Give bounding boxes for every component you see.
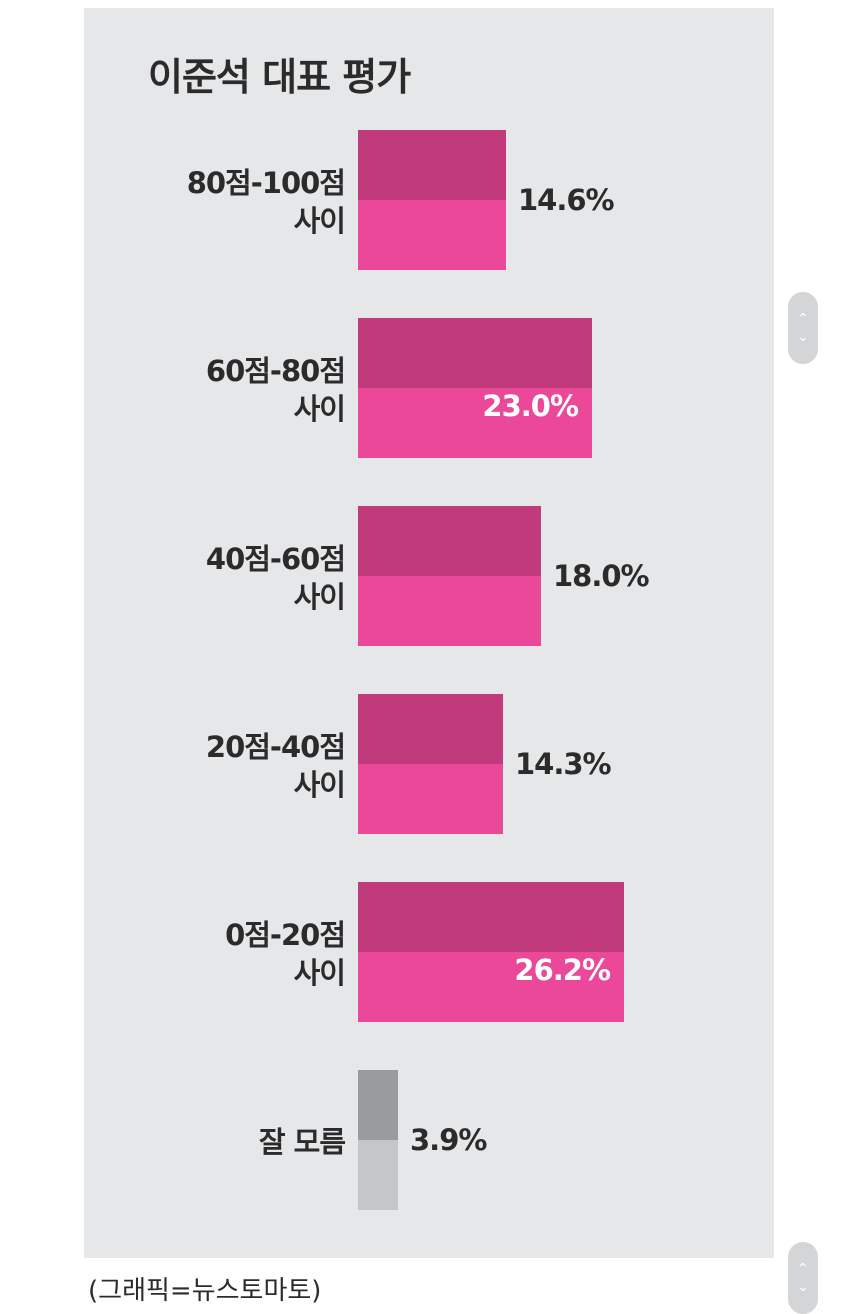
bar xyxy=(358,506,541,646)
category-label: 잘 모름 xyxy=(258,1125,346,1159)
chevron-up-icon[interactable]: ⌃ xyxy=(797,311,809,327)
category-label: 40점-60점 사이 xyxy=(205,542,346,614)
chart-title: 이준석 대표 평가 xyxy=(148,55,411,99)
category-label: 20점-40점 사이 xyxy=(205,730,346,802)
data-label: 3.9% xyxy=(410,1123,487,1157)
scroll-control-upper[interactable]: ⌃ ⌄ xyxy=(788,292,818,364)
category-label: 0점-20점 사이 xyxy=(225,918,346,990)
data-label: 14.3% xyxy=(515,747,612,781)
category-label: 80점-100점 사이 xyxy=(186,166,346,238)
bar xyxy=(358,318,592,458)
category-label: 60점-80점 사이 xyxy=(205,354,346,426)
bar xyxy=(358,882,624,1022)
data-label: 26.2% xyxy=(514,953,611,987)
bar xyxy=(358,694,503,834)
chevron-up-icon[interactable]: ⌃ xyxy=(797,1261,809,1277)
chevron-down-icon[interactable]: ⌄ xyxy=(797,1279,809,1295)
chevron-down-icon[interactable]: ⌄ xyxy=(797,329,809,345)
bar xyxy=(358,1070,398,1210)
bar xyxy=(358,130,506,270)
scroll-control-lower[interactable]: ⌃ ⌄ xyxy=(788,1242,818,1314)
source-note: (그래픽=뉴스토마토) xyxy=(88,1276,322,1306)
data-label: 14.6% xyxy=(518,183,615,217)
data-label: 18.0% xyxy=(553,559,650,593)
data-label: 23.0% xyxy=(482,389,579,423)
